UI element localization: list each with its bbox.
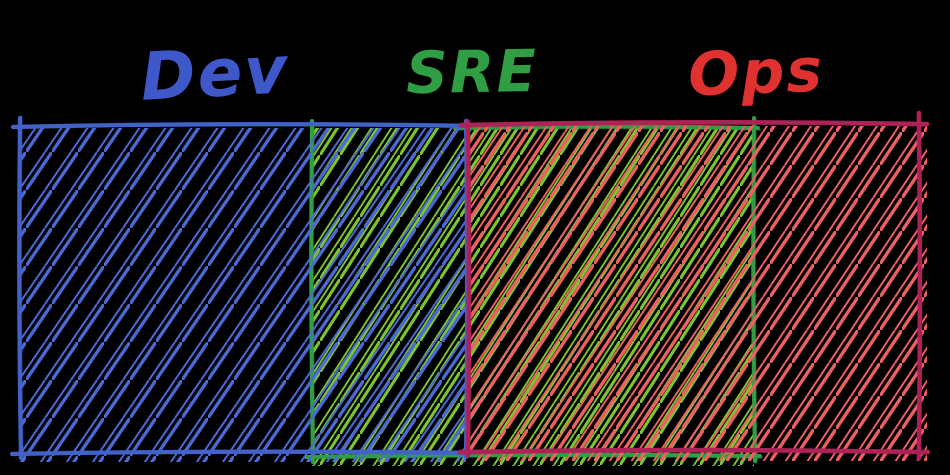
sre-label: SRE xyxy=(405,37,538,107)
ops-hatch-fill xyxy=(468,126,927,461)
dev-region xyxy=(9,115,474,462)
dev-rect-border-echo xyxy=(12,115,474,458)
ops-rect-border xyxy=(457,110,931,461)
ops-region xyxy=(457,110,931,461)
dev-hatch-fill xyxy=(20,128,466,462)
ops-label: Ops xyxy=(687,36,825,111)
dev-label: Dev xyxy=(139,31,291,116)
ops-rect-border-echo xyxy=(457,113,928,461)
